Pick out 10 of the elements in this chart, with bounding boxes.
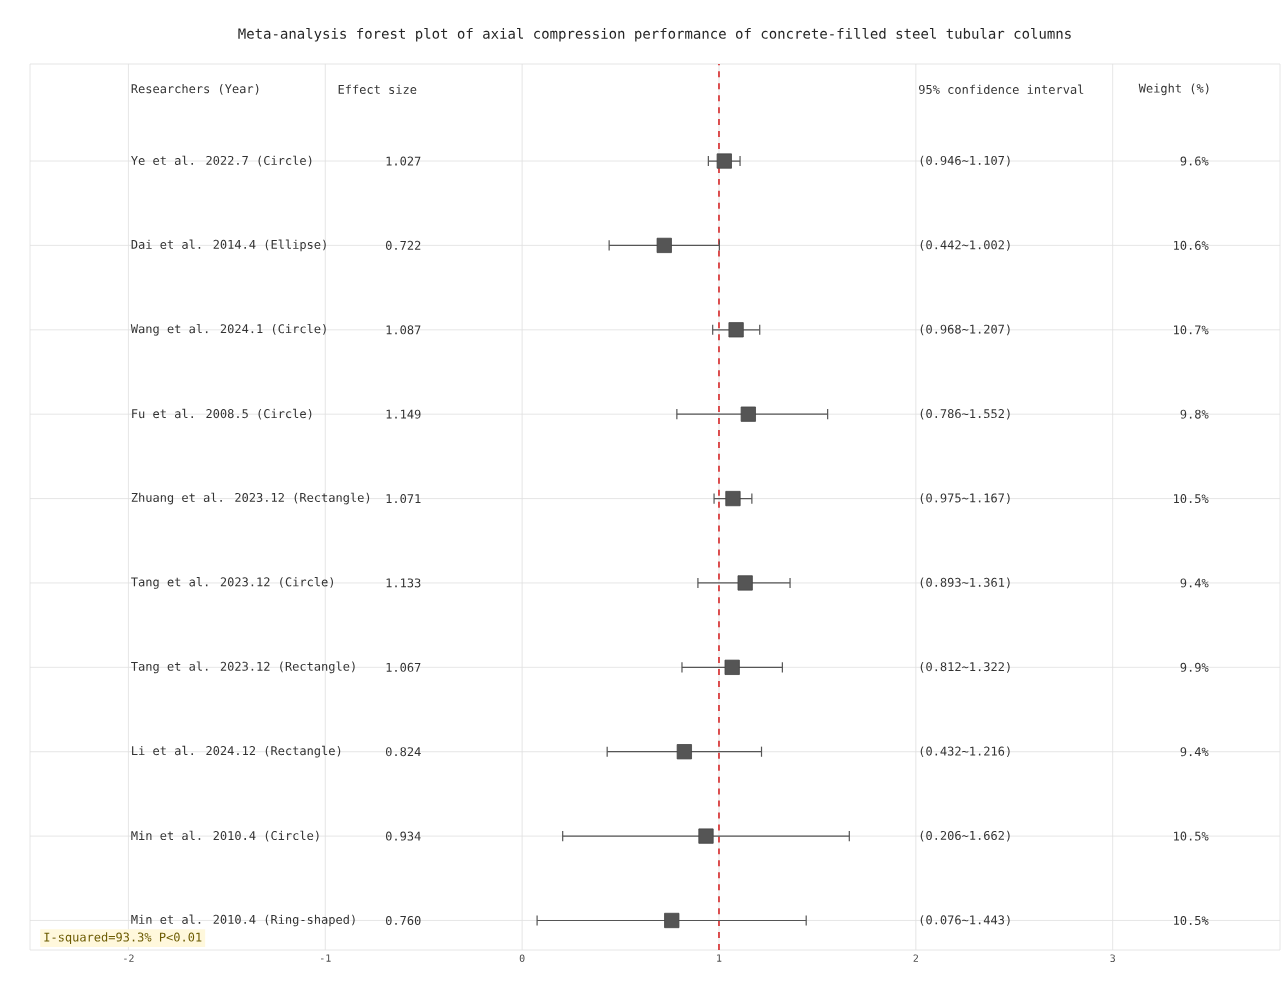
point	[740, 406, 756, 422]
point	[698, 828, 714, 844]
point	[656, 237, 672, 254]
point	[725, 490, 741, 507]
point	[737, 575, 753, 591]
point	[724, 659, 740, 675]
point	[664, 912, 680, 929]
point	[676, 744, 692, 760]
point	[716, 153, 732, 169]
point	[728, 322, 744, 338]
